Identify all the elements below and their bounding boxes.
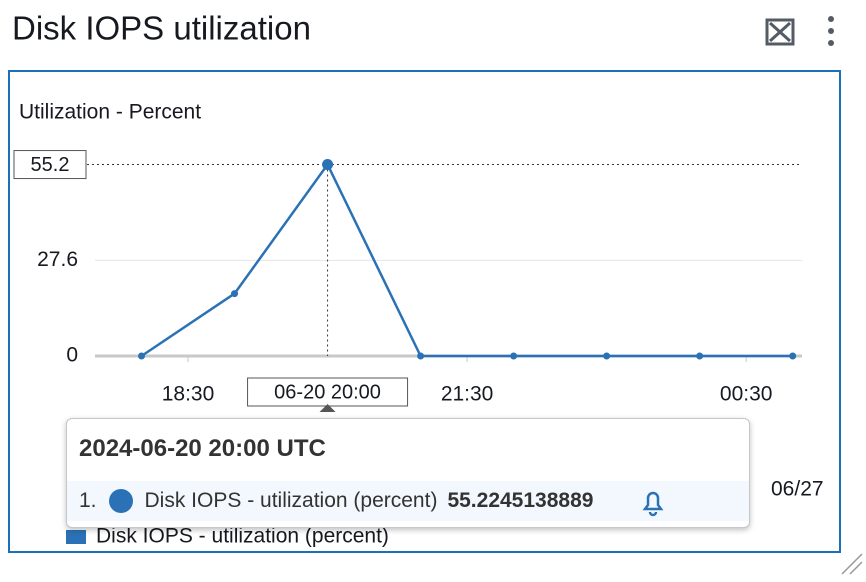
legend-swatch bbox=[66, 530, 86, 544]
resize-handle[interactable] bbox=[841, 553, 863, 575]
hover-y-label: 55.2 bbox=[31, 154, 70, 176]
y-axis-label: Utilization - Percent bbox=[19, 101, 201, 124]
tooltip-series: Disk IOPS - utilization (percent) bbox=[144, 489, 438, 512]
data-point bbox=[696, 352, 704, 360]
y-tick-label: 0 bbox=[66, 344, 78, 367]
data-point bbox=[510, 352, 518, 360]
series-line bbox=[140, 162, 793, 358]
menu-icon[interactable] bbox=[828, 16, 834, 46]
x-tick-label: 21:30 bbox=[441, 383, 494, 406]
legend-label[interactable]: Disk IOPS - utilization (percent) bbox=[96, 525, 389, 548]
tooltip-dot bbox=[108, 489, 133, 513]
data-point bbox=[417, 352, 425, 360]
alarm-icon[interactable] bbox=[633, 481, 673, 521]
data-point bbox=[789, 352, 797, 360]
data-point bbox=[138, 352, 146, 360]
expand-icon[interactable] bbox=[765, 18, 795, 46]
data-point bbox=[322, 159, 334, 171]
hover-y-box bbox=[13, 150, 87, 180]
y-tick-label: 27.6 bbox=[37, 248, 78, 271]
widget-title: Disk IOPS utilization bbox=[12, 10, 311, 47]
tooltip-index: 1. bbox=[79, 489, 97, 512]
widget-border bbox=[8, 70, 841, 553]
tooltip-row: 1. Disk IOPS - utilization (percent) 55.… bbox=[67, 481, 749, 521]
data-point bbox=[603, 352, 611, 360]
hover-x-label: 06-20 20:00 bbox=[274, 381, 381, 403]
hover-caret bbox=[319, 404, 336, 412]
x-tick-label: 00:30 bbox=[720, 383, 773, 406]
data-point bbox=[231, 290, 239, 298]
x-tick-label: 18:30 bbox=[162, 383, 215, 406]
tooltip-title: 2024-06-20 20:00 UTC bbox=[79, 435, 326, 462]
overview-label: 06/27 bbox=[771, 478, 824, 501]
tooltip-value: 55.2245138889 bbox=[447, 489, 594, 512]
tooltip: 2024-06-20 20:00 UTC 1. Disk IOPS - util… bbox=[66, 418, 750, 528]
